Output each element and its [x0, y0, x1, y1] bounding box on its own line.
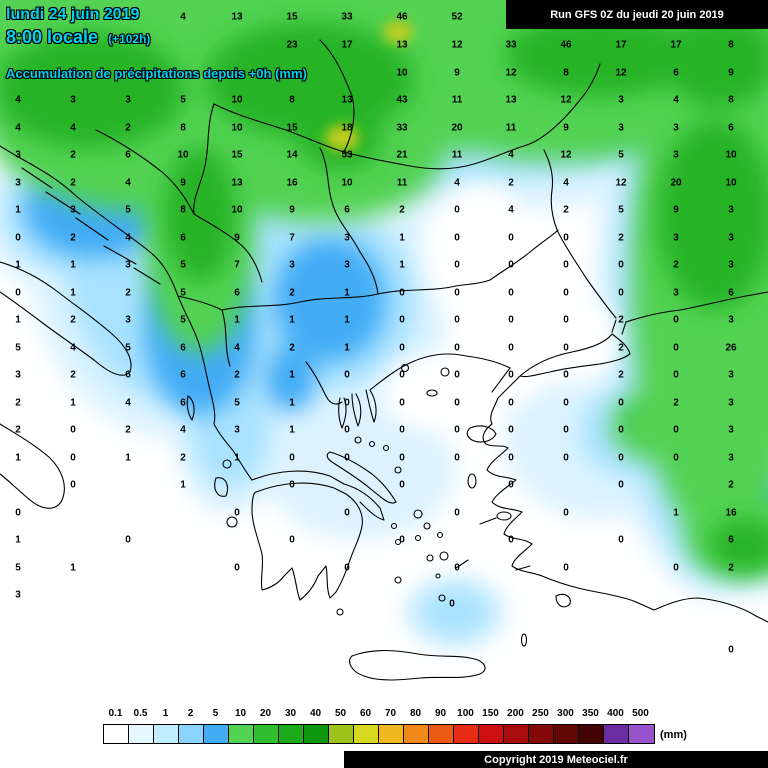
gulf-corinth-north [251, 470, 345, 485]
legend-swatch [304, 725, 329, 743]
legend-swatches [103, 724, 655, 744]
legend-label: 90 [434, 708, 447, 719]
legend-swatch [129, 725, 154, 743]
model-run-text: Run GFS 0Z du jeudi 20 juin 2019 [550, 8, 724, 21]
map-canvas [0, 0, 768, 681]
date-line: lundi 24 juin 2019 [6, 6, 140, 23]
legend-label: 150 [482, 708, 499, 719]
dalmatian-islands [21, 167, 161, 285]
attica-coast [343, 483, 385, 521]
legend-unit: (mm) [660, 729, 687, 741]
kefalonia [214, 477, 229, 497]
legend-label: 350 [582, 708, 599, 719]
legend-swatch [354, 725, 379, 743]
legend-swatch [279, 725, 304, 743]
crete [349, 650, 486, 681]
peloponnese [251, 491, 363, 601]
chalkidiki-trident [338, 389, 377, 429]
legend-label: 500 [632, 708, 649, 719]
legend-label: 0.1 [108, 708, 123, 719]
black-sea-south-coast [625, 291, 768, 323]
legend-label: 2 [187, 708, 194, 719]
rhodes [555, 593, 571, 608]
legend-label: 100 [457, 708, 474, 719]
copyright-bar: Copyright 2019 Meteociel.fr [344, 751, 768, 768]
legend-swatch [579, 725, 604, 743]
legend-swatch [254, 725, 279, 743]
sea-of-marmara [519, 333, 631, 378]
legend-label: 400 [607, 708, 624, 719]
italy-calabria [0, 423, 65, 509]
country-borders [95, 39, 601, 367]
map-subtitle: Accumulation de précipitations depuis +0… [6, 66, 307, 81]
gulf-corinth-south [255, 482, 347, 495]
legend-label: 5 [212, 708, 219, 719]
legend-label: 10 [234, 708, 247, 719]
legend-label: 70 [384, 708, 397, 719]
precipitation-layer [0, 0, 768, 648]
legend-swatch [604, 725, 629, 743]
local-time: 8:00 locale [6, 27, 99, 47]
legend-swatch [104, 725, 129, 743]
legend-label: 50 [334, 708, 347, 719]
legend-label: 200 [507, 708, 524, 719]
legend-swatch [454, 725, 479, 743]
legend-label: 0.5 [133, 708, 148, 719]
dardanelles [491, 367, 521, 399]
copyright-text: Copyright 2019 Meteociel.fr [484, 753, 628, 766]
legend-swatch [404, 725, 429, 743]
legend-swatch [154, 725, 179, 743]
small-islands [222, 363, 531, 647]
legend-swatch [179, 725, 204, 743]
black-sea-west-coast [543, 149, 617, 319]
thermaic-gulf [305, 361, 343, 405]
legend-label: 30 [284, 708, 297, 719]
legend-label: 250 [532, 708, 549, 719]
coastlines-layer [0, 39, 768, 681]
legend-swatch [204, 725, 229, 743]
legend-swatch [229, 725, 254, 743]
legend-swatch [479, 725, 504, 743]
legend-swatch [329, 725, 354, 743]
model-run-banner: Run GFS 0Z du jeudi 20 juin 2019 [506, 0, 768, 29]
turkey-aegean-coast [482, 397, 768, 623]
legend-label: 300 [557, 708, 574, 719]
legend-label: 60 [359, 708, 372, 719]
legend-label: 40 [309, 708, 322, 719]
legend-labels: 0.1 0.5 1 2 5 10 20 30 40 50 60 70 80 90 100 150 200 250 3… [103, 708, 653, 719]
legend-swatch [504, 725, 529, 743]
legend-swatch [429, 725, 454, 743]
time-line: 8:00 locale (+102h) [6, 27, 150, 48]
legend-swatch [379, 725, 404, 743]
thrace-coast [369, 353, 511, 391]
adriatic-coast [0, 145, 253, 481]
legend-swatch [554, 725, 579, 743]
legend-label: 80 [409, 708, 422, 719]
corfu [186, 395, 195, 421]
forecast-offset: (+102h) [108, 32, 151, 46]
euboea [326, 451, 397, 504]
legend-label: 1 [162, 708, 169, 719]
legend-swatch [529, 725, 554, 743]
lesbos [466, 425, 497, 443]
italy-puglia [0, 261, 132, 376]
legend-swatch [629, 725, 654, 743]
bosphorus [611, 319, 627, 335]
legend-label: 20 [259, 708, 272, 719]
